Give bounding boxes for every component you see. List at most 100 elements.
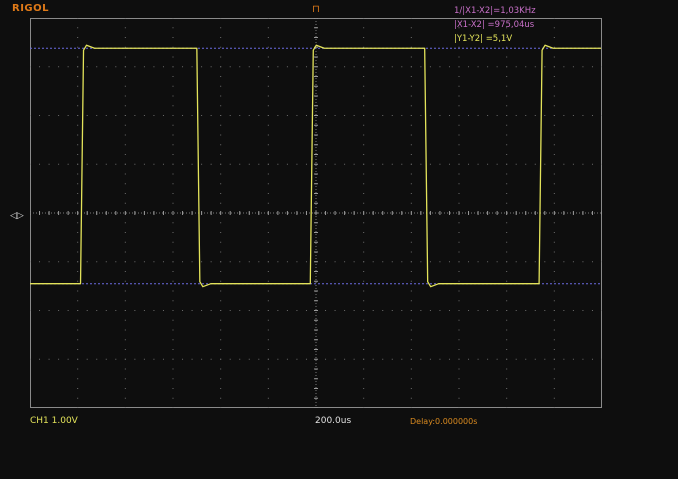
grid-dot: [267, 183, 269, 185]
grid-dot: [124, 397, 126, 399]
grid-dot: [172, 154, 174, 155]
grid-dot: [77, 202, 79, 204]
grid-dot: [39, 66, 41, 68]
grid-dot: [77, 300, 79, 302]
grid-dot: [353, 163, 355, 165]
grid-dot: [515, 163, 517, 165]
grid-dot: [572, 358, 574, 360]
grid-dot: [382, 261, 384, 263]
grid-dot: [267, 144, 269, 146]
grid-dot: [344, 115, 346, 116]
grid-dot: [363, 329, 365, 331]
grid-dot: [172, 358, 174, 360]
grid-dot: [239, 115, 241, 116]
grid-dot: [496, 261, 498, 263]
grid-dot: [172, 271, 174, 272]
grid-dot: [506, 358, 508, 360]
grid-dot: [525, 358, 527, 360]
grid-dot: [429, 115, 431, 116]
grid-dot: [220, 27, 222, 29]
grid-dot: [77, 183, 79, 185]
brand-logo: RIGOL: [12, 3, 50, 14]
grid-dot: [153, 310, 155, 311]
grid-dot: [124, 378, 126, 380]
grid-dot: [30, 310, 31, 311]
grid-dot: [353, 261, 355, 263]
grid-dot: [410, 27, 412, 29]
grid-dot: [363, 202, 365, 204]
grid-dot: [506, 310, 508, 311]
grid-dot: [363, 300, 365, 302]
grid-dot: [410, 163, 412, 165]
grid-dot: [439, 163, 441, 165]
grid-dot: [124, 232, 126, 233]
grid-dot: [591, 163, 593, 165]
grid-dot: [77, 339, 79, 341]
grid-dot: [220, 280, 222, 282]
grid-dot: [363, 124, 365, 126]
grid-dot: [363, 368, 365, 370]
waveform: [30, 44, 601, 288]
grid-dot: [267, 18, 269, 19]
grid-dot: [458, 280, 460, 282]
grid-dot: [30, 115, 31, 116]
grid-dot: [391, 310, 393, 311]
grid-dot: [496, 66, 498, 68]
grid-dot: [229, 261, 231, 263]
grid-dot: [382, 163, 384, 165]
grid-dot: [182, 66, 184, 68]
grid-dot: [124, 193, 126, 194]
grid-dot: [220, 66, 222, 68]
grid-dot: [363, 66, 365, 68]
grid-dot: [525, 115, 527, 116]
grid-dot: [363, 232, 365, 233]
grid-dot: [105, 358, 107, 360]
grid-dot: [458, 378, 460, 380]
grid-dot: [506, 349, 508, 350]
timebase-label: 200.0us: [315, 416, 352, 426]
grid-dot: [77, 397, 79, 399]
grid-dot: [134, 310, 136, 311]
grid-dot: [372, 261, 374, 263]
grid-dot: [401, 115, 403, 116]
grid-dot: [477, 66, 479, 68]
grid-dot: [410, 95, 412, 97]
grid-dot: [220, 358, 222, 360]
grid-dot: [124, 271, 126, 272]
grid-dot: [410, 56, 412, 58]
grid-dot: [124, 368, 126, 370]
grid-dot: [277, 66, 279, 68]
grid-dot: [410, 378, 412, 380]
grid-dot: [258, 261, 260, 263]
grid-dot: [458, 76, 460, 77]
grid-dot: [506, 37, 508, 38]
grid-dot: [115, 261, 117, 263]
grid-dot: [77, 378, 79, 380]
grid-dot: [582, 358, 584, 360]
grid-dot: [162, 66, 164, 68]
grid-dot: [334, 163, 336, 165]
grid-dot: [410, 339, 412, 341]
grid-dot: [458, 368, 460, 370]
grid-dot: [67, 115, 69, 116]
grid-dot: [553, 115, 555, 116]
grid-dot: [267, 329, 269, 331]
grid-dot: [220, 183, 222, 185]
grid-dot: [553, 183, 555, 185]
grid-dot: [220, 134, 222, 136]
grid-dot: [468, 115, 470, 116]
grid-dot: [382, 358, 384, 360]
grid-dot: [267, 310, 269, 311]
grid-dot: [344, 310, 346, 311]
grid-dot: [105, 310, 107, 311]
grid-dot: [220, 222, 222, 224]
grid-dot: [77, 290, 79, 292]
grid-dot: [305, 66, 307, 68]
grid-dot: [410, 134, 412, 136]
grid-dot: [124, 115, 126, 116]
grid-dot: [553, 310, 555, 311]
grid-dot: [382, 66, 384, 68]
grid-dot: [601, 261, 602, 263]
grid-dot: [506, 46, 508, 48]
grid-dot: [115, 310, 117, 311]
